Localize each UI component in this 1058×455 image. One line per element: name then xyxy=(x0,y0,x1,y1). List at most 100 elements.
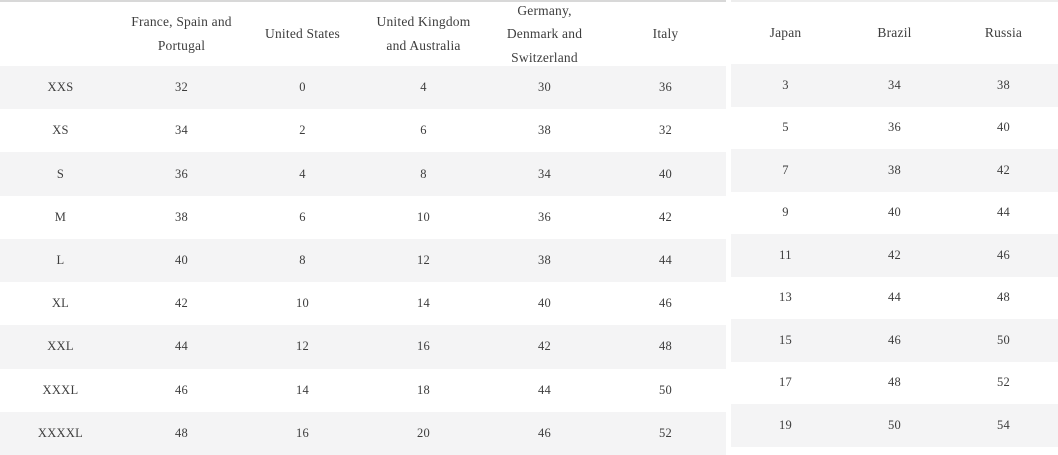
size-value-cell: 46 xyxy=(996,247,1011,262)
size-value-cell: 46 xyxy=(174,382,189,397)
size-value-cell: 40 xyxy=(887,205,902,220)
column-header: United Kingdom and Australia xyxy=(376,14,471,53)
size-label-cell: M xyxy=(54,209,67,224)
size-value-cell: 2 xyxy=(299,123,306,138)
size-value-cell: 40 xyxy=(537,296,552,311)
size-value-cell: 38 xyxy=(887,162,902,177)
size-value-cell: 54 xyxy=(996,417,1011,432)
size-value-cell: 38 xyxy=(996,77,1011,92)
size-value-cell: 20 xyxy=(416,425,431,440)
size-value-cell: 5 xyxy=(782,120,789,135)
table-header-row: France, Spain and Portugal United States U… xyxy=(0,2,726,66)
size-label-cell: XXL xyxy=(47,339,74,354)
size-value-cell: 15 xyxy=(778,332,793,347)
size-value-cell: 32 xyxy=(658,123,673,138)
size-value-cell: 50 xyxy=(996,332,1011,347)
table-body: 3 34 38 5 36 40 7 38 42 9 40 44 11 42 46 13 44 48 15 46 50 17… xyxy=(731,64,1058,447)
table-row: XS 34 2 6 38 32 xyxy=(0,109,726,152)
size-value-cell: 42 xyxy=(537,339,552,354)
size-value-cell: 34 xyxy=(174,123,189,138)
size-value-cell: 44 xyxy=(537,382,552,397)
table-row: XXXXL 48 16 20 46 52 xyxy=(0,411,726,455)
size-value-cell: 7 xyxy=(782,162,789,177)
table-body: XXS 32 0 4 30 36 XS 34 2 6 38 32 S 36 4 8 34 40 M 38 6 10 36 42… xyxy=(0,66,726,455)
size-value-cell: 38 xyxy=(537,123,552,138)
size-value-cell: 48 xyxy=(174,425,189,440)
size-value-cell: 16 xyxy=(416,339,431,354)
size-value-cell: 13 xyxy=(778,290,793,305)
table-row: XXL 44 12 16 42 48 xyxy=(0,325,726,369)
size-value-cell: 40 xyxy=(174,252,189,267)
size-value-cell: 50 xyxy=(887,417,902,432)
size-value-cell: 0 xyxy=(299,80,306,95)
size-value-cell: 9 xyxy=(782,205,789,220)
table-row: XL 42 10 14 40 46 xyxy=(0,282,726,325)
table-header-row: Japan Brazil Russia xyxy=(731,2,1058,64)
size-value-cell: 30 xyxy=(537,80,552,95)
size-value-cell: 44 xyxy=(996,205,1011,220)
size-value-cell: 46 xyxy=(887,332,902,347)
table-row: S 36 4 8 34 40 xyxy=(0,152,726,196)
size-label-cell: S xyxy=(56,166,65,181)
table-row: 17 48 52 xyxy=(731,362,1058,405)
table-row: XXXL 46 14 18 44 50 xyxy=(0,369,726,412)
size-value-cell: 42 xyxy=(887,247,902,262)
size-value-cell: 10 xyxy=(416,209,431,224)
size-value-cell: 12 xyxy=(295,339,310,354)
size-table-japan-brazil-russia: Japan Brazil Russia 3 34 38 5 36 40 7 38 42 9 40 44 11 4… xyxy=(731,0,1058,447)
size-value-cell: 36 xyxy=(887,120,902,135)
size-value-cell: 36 xyxy=(658,80,673,95)
size-value-cell: 17 xyxy=(778,375,793,390)
size-value-cell: 16 xyxy=(295,425,310,440)
size-label-cell: XL xyxy=(51,296,70,311)
size-value-cell: 32 xyxy=(174,80,189,95)
size-value-cell: 44 xyxy=(174,339,189,354)
size-value-cell: 18 xyxy=(416,382,431,397)
table-row: 5 36 40 xyxy=(731,107,1058,150)
size-value-cell: 44 xyxy=(887,290,902,305)
size-value-cell: 46 xyxy=(537,425,552,440)
size-value-cell: 34 xyxy=(537,166,552,181)
size-value-cell: 14 xyxy=(416,296,431,311)
size-label-cell: XS xyxy=(52,123,69,138)
size-table-international: France, Spain and Portugal United States U… xyxy=(0,0,726,455)
column-header: Germany, Denmark and Switzerland xyxy=(506,2,583,65)
size-value-cell: 52 xyxy=(658,425,673,440)
table-row: L 40 8 12 38 44 xyxy=(0,238,726,283)
table-row: 11 42 46 xyxy=(731,234,1058,277)
column-header: Russia xyxy=(984,25,1023,41)
size-value-cell: 3 xyxy=(782,77,789,92)
size-value-cell: 36 xyxy=(537,209,552,224)
size-value-cell: 48 xyxy=(658,339,673,354)
size-value-cell: 42 xyxy=(174,296,189,311)
size-value-cell: 4 xyxy=(420,80,427,95)
size-value-cell: 11 xyxy=(779,247,792,262)
size-value-cell: 48 xyxy=(996,290,1011,305)
size-value-cell: 10 xyxy=(295,296,310,311)
size-label-cell: XXS xyxy=(47,80,74,95)
table-row: 3 34 38 xyxy=(731,64,1058,107)
size-value-cell: 8 xyxy=(299,252,306,267)
size-value-cell: 8 xyxy=(420,166,427,181)
size-value-cell: 34 xyxy=(887,77,902,92)
size-value-cell: 4 xyxy=(299,166,306,181)
size-value-cell: 38 xyxy=(174,209,189,224)
size-value-cell: 42 xyxy=(996,162,1011,177)
column-header: Italy xyxy=(652,26,679,42)
column-header: Japan xyxy=(769,25,802,41)
column-header: United States xyxy=(265,26,340,42)
size-value-cell: 42 xyxy=(658,209,673,224)
column-header: France, Spain and Portugal xyxy=(131,14,232,53)
size-value-cell: 12 xyxy=(416,252,431,267)
table-row: 13 44 48 xyxy=(731,277,1058,320)
size-value-cell: 36 xyxy=(174,166,189,181)
table-row: 9 40 44 xyxy=(731,192,1058,235)
size-value-cell: 14 xyxy=(295,382,310,397)
table-row: M 38 6 10 36 42 xyxy=(0,196,726,239)
table-row: 19 50 54 xyxy=(731,404,1058,447)
size-label-cell: XXXL xyxy=(42,382,79,397)
size-value-cell: 48 xyxy=(887,375,902,390)
size-value-cell: 6 xyxy=(420,123,427,138)
table-row: 15 46 50 xyxy=(731,319,1058,362)
